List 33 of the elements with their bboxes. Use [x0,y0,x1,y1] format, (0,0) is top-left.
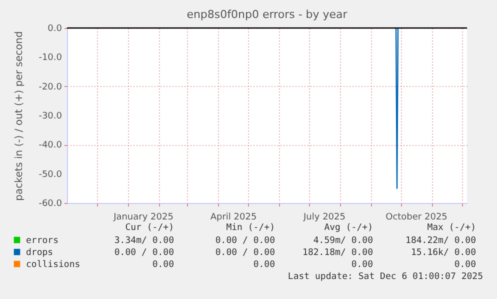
y-tick-label: -10.0 [38,53,62,64]
y-tick-label: -30.0 [38,112,62,122]
text: 3.34m/ 0.00 [114,236,174,246]
text: Min (-/+) [226,223,275,233]
text: 0.00 [253,260,275,270]
y-axis-title: packets in (-) / out (+) per second [14,31,25,201]
x-tick-label: January 2025 [112,212,174,222]
legend-label: errors [26,236,59,246]
text: 15.16k/ 0.00 [410,248,476,258]
text: 0.00 [152,260,174,270]
text: Cur (-/+) [125,223,174,233]
x-tick-label: April 2025 [210,212,257,222]
legend-label: collisions [26,260,80,270]
legend-label: drops [26,248,54,258]
x-tick-label: October 2025 [386,212,448,222]
text: 0.00 / 0.00 [215,248,275,258]
text: 4.59m/ 0.00 [313,236,373,246]
y-tick-label: -60.0 [38,199,62,209]
x-tick-label: July 2025 [302,212,346,222]
y-tick-label: -20.0 [38,82,62,92]
y-tick-label: -40.0 [38,140,62,151]
text: 0.00 / 0.00 [215,236,275,246]
y-tick-label: 0.0 [48,24,62,34]
text: 0.00 [454,260,476,270]
text: Last update: Sat Dec 6 01:00:07 2025 [288,272,483,282]
text: 182.18m/ 0.00 [302,248,373,258]
text: Avg (-/+) [324,223,373,233]
chart-title: enp8s0f0np0 errors - by year [186,8,348,21]
text: 184.22m/ 0.00 [406,236,476,246]
y-tick-label: -50.0 [38,170,62,180]
text: 0.00 / 0.00 [114,248,174,258]
text: 0.00 [351,260,373,270]
text: Max (-/+) [427,223,476,233]
